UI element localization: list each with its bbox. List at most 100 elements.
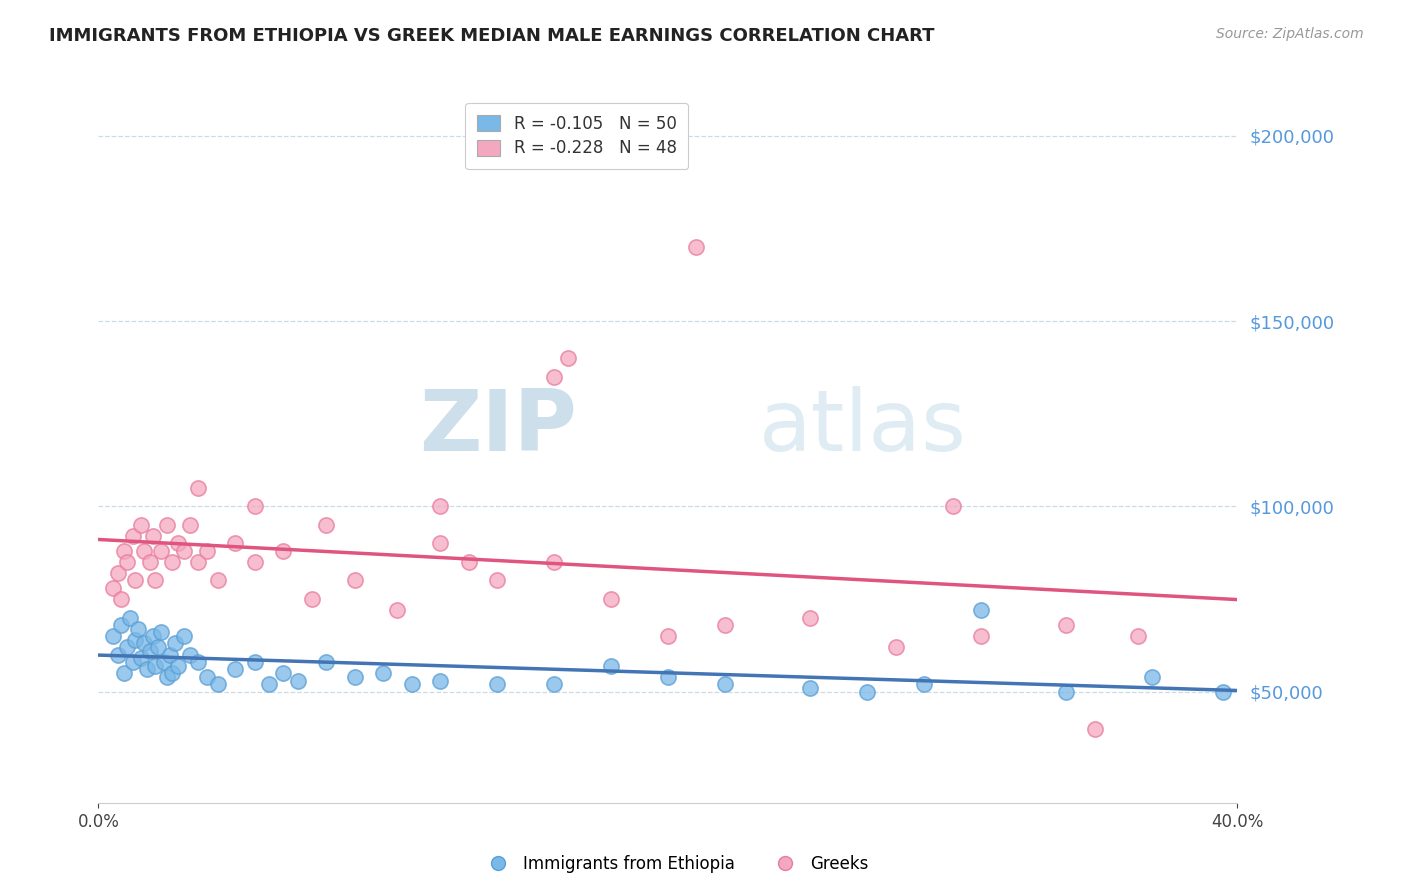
Point [179, 517, 201, 532]
Point [207, 677, 229, 691]
Point [243, 555, 266, 569]
Point [657, 629, 679, 643]
Point [543, 369, 565, 384]
Point [148, 640, 170, 655]
Point [429, 673, 451, 688]
Point [156, 517, 179, 532]
Point [135, 662, 157, 676]
Point [107, 648, 129, 662]
Point [1126, 629, 1149, 643]
Point [153, 655, 176, 669]
Point [799, 681, 821, 695]
Text: Source: ZipAtlas.com: Source: ZipAtlas.com [1216, 27, 1364, 41]
Point [110, 592, 132, 607]
Point [173, 629, 195, 643]
Text: ZIP: ZIP [419, 385, 576, 468]
Point [132, 636, 155, 650]
Point [132, 544, 155, 558]
Point [373, 666, 395, 681]
Point [150, 625, 173, 640]
Point [124, 632, 146, 647]
Point [301, 592, 323, 607]
Point [165, 636, 187, 650]
Point [207, 574, 229, 588]
Point [942, 500, 965, 514]
Point [138, 555, 160, 569]
Legend: Immigrants from Ethiopia, Greeks: Immigrants from Ethiopia, Greeks [475, 848, 875, 880]
Point [129, 517, 152, 532]
Point [101, 629, 124, 643]
Point [195, 670, 218, 684]
Point [159, 648, 181, 662]
Text: atlas: atlas [759, 385, 967, 468]
Point [141, 629, 163, 643]
Point [112, 666, 135, 681]
Point [162, 666, 184, 681]
Point [486, 677, 509, 691]
Point [912, 677, 935, 691]
Point [657, 670, 679, 684]
Point [121, 655, 143, 669]
Point [101, 581, 124, 595]
Point [429, 536, 451, 550]
Point [195, 544, 218, 558]
Point [457, 555, 479, 569]
Point [150, 544, 173, 558]
Point [187, 481, 209, 495]
Point [799, 610, 821, 624]
Point [287, 673, 309, 688]
Point [118, 610, 141, 624]
Point [127, 622, 149, 636]
Point [138, 644, 160, 658]
Point [121, 529, 143, 543]
Point [110, 618, 132, 632]
Point [173, 544, 195, 558]
Point [273, 666, 295, 681]
Point [600, 592, 623, 607]
Point [129, 651, 152, 665]
Point [486, 574, 509, 588]
Point [259, 677, 281, 691]
Point [145, 658, 167, 673]
Point [315, 655, 337, 669]
Point [243, 500, 266, 514]
Point [600, 658, 623, 673]
Point [273, 544, 295, 558]
Point [714, 618, 737, 632]
Point [156, 670, 179, 684]
Point [429, 500, 451, 514]
Point [685, 240, 707, 254]
Point [315, 517, 337, 532]
Text: IMMIGRANTS FROM ETHIOPIA VS GREEK MEDIAN MALE EARNINGS CORRELATION CHART: IMMIGRANTS FROM ETHIOPIA VS GREEK MEDIAN… [49, 27, 935, 45]
Point [187, 555, 209, 569]
Point [145, 574, 167, 588]
Point [112, 544, 135, 558]
Point [970, 603, 993, 617]
Point [1056, 684, 1078, 698]
Point [243, 655, 266, 669]
Point [224, 536, 246, 550]
Point [343, 670, 366, 684]
Point [167, 536, 190, 550]
Point [115, 555, 138, 569]
Point [884, 640, 907, 655]
Legend: R = -0.105   N = 50, R = -0.228   N = 48: R = -0.105 N = 50, R = -0.228 N = 48 [465, 103, 689, 169]
Point [401, 677, 423, 691]
Point [167, 658, 190, 673]
Point [107, 566, 129, 580]
Point [162, 555, 184, 569]
Point [141, 529, 163, 543]
Point [1084, 722, 1107, 736]
Point [224, 662, 246, 676]
Point [543, 555, 565, 569]
Point [115, 640, 138, 655]
Point [124, 574, 146, 588]
Point [187, 655, 209, 669]
Point [1140, 670, 1163, 684]
Point [387, 603, 409, 617]
Point [543, 677, 565, 691]
Point [970, 629, 993, 643]
Point [179, 648, 201, 662]
Point [343, 574, 366, 588]
Point [856, 684, 879, 698]
